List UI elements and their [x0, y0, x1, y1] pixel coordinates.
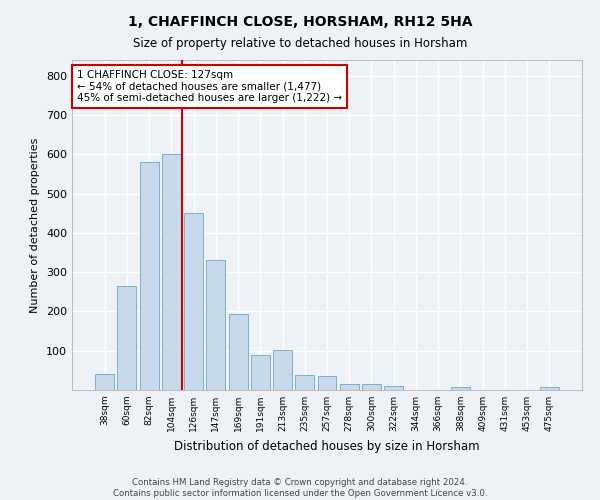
- Bar: [362, 384, 381, 390]
- Bar: [451, 387, 470, 390]
- X-axis label: Distribution of detached houses by size in Horsham: Distribution of detached houses by size …: [174, 440, 480, 452]
- Bar: [340, 384, 359, 390]
- Text: 1 CHAFFINCH CLOSE: 127sqm
← 54% of detached houses are smaller (1,477)
45% of se: 1 CHAFFINCH CLOSE: 127sqm ← 54% of detac…: [77, 70, 342, 103]
- Bar: [229, 314, 248, 390]
- Bar: [251, 354, 270, 390]
- Bar: [140, 162, 158, 390]
- Text: 1, CHAFFINCH CLOSE, HORSHAM, RH12 5HA: 1, CHAFFINCH CLOSE, HORSHAM, RH12 5HA: [128, 15, 472, 29]
- Bar: [95, 374, 114, 390]
- Bar: [540, 387, 559, 390]
- Bar: [317, 376, 337, 390]
- Bar: [206, 260, 225, 390]
- Bar: [118, 286, 136, 390]
- Bar: [162, 154, 181, 390]
- Text: Size of property relative to detached houses in Horsham: Size of property relative to detached ho…: [133, 38, 467, 51]
- Y-axis label: Number of detached properties: Number of detached properties: [31, 138, 40, 312]
- Bar: [184, 213, 203, 390]
- Bar: [384, 386, 403, 390]
- Text: Contains HM Land Registry data © Crown copyright and database right 2024.
Contai: Contains HM Land Registry data © Crown c…: [113, 478, 487, 498]
- Bar: [273, 350, 292, 390]
- Bar: [295, 375, 314, 390]
